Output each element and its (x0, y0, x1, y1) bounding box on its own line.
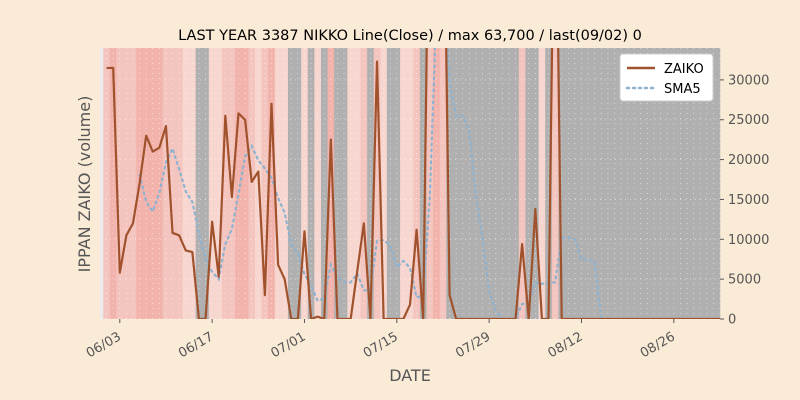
legend: ZAIKO SMA5 (619, 53, 714, 102)
series-layer (106, 48, 720, 319)
y-tick-label: 15000 (728, 193, 769, 208)
y-axis-label: IPPAN ZAIKO (volume) (75, 96, 94, 273)
background-band (716, 48, 721, 319)
legend-zaiko-label: ZAIKO (664, 62, 704, 77)
y-tick-label: 20000 (728, 153, 769, 168)
legend-sma5-label: SMA5 (664, 82, 701, 97)
y-axis: 0 5000 10000 15000 20000 25000 30000 (720, 73, 769, 328)
legend-box (619, 53, 714, 102)
x-axis-label: DATE (389, 366, 431, 385)
y-tick-label: 30000 (728, 73, 769, 88)
series-line-zaiko (106, 48, 720, 319)
y-tick-label: 10000 (728, 233, 769, 248)
y-tick-label: 0 (728, 313, 736, 328)
y-tick-label: 25000 (728, 113, 769, 128)
series-line-sma5 (138, 48, 720, 319)
horizontal-gridlines (100, 79, 720, 320)
chart-title: LAST YEAR 3387 NIKKO Line(Close) / max 6… (178, 28, 642, 44)
y-tick-label: 5000 (728, 273, 761, 288)
